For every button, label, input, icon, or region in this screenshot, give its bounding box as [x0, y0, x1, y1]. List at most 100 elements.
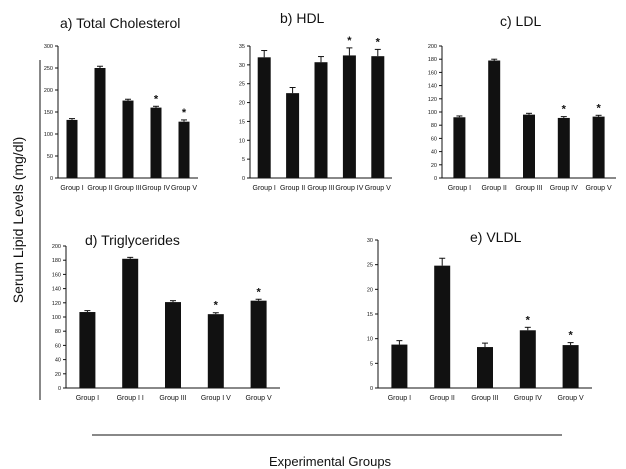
y-tick-label: 300: [44, 44, 53, 50]
chart-panel-b: 0 5 10 15 20 25 30 35 Group I Group II Group III * G…: [239, 35, 392, 192]
bar: [342, 55, 356, 178]
chart-panel-c: 0 20 40 60 80 100 120 140 160 180 200 Group I Group …: [428, 44, 616, 192]
y-tick-label: 180: [428, 57, 437, 63]
bar: [66, 119, 78, 178]
bar: [592, 116, 605, 178]
y-tick-label: 80: [55, 329, 61, 335]
significance-marker: *: [562, 104, 567, 116]
chart-panel-e: 0 5 10 15 20 25 30 Group I Group II Group III * Gro…: [367, 238, 592, 402]
y-tick-label: 60: [431, 136, 437, 142]
bar: [79, 312, 96, 388]
bar: [257, 57, 271, 178]
category-label: Group III: [114, 185, 141, 192]
chart-panel-d: 0 20 40 60 80 100 120 140 160 180 200 Group I Group …: [52, 244, 280, 402]
category-label: Group V: [246, 395, 272, 402]
significance-marker: *: [256, 286, 261, 298]
figure-xlabel: Experimental Groups: [269, 454, 392, 469]
significance-marker: *: [347, 35, 352, 47]
category-label: Group II: [430, 395, 455, 402]
bar: [122, 100, 134, 178]
category-label: Group I: [76, 395, 99, 402]
significance-marker: *: [154, 93, 159, 105]
y-tick-label: 60: [55, 343, 61, 349]
bar: [122, 258, 139, 388]
y-tick-label: 150: [44, 110, 53, 116]
y-tick-label: 5: [370, 361, 373, 367]
y-tick-label: 40: [431, 150, 437, 156]
significance-marker: *: [568, 330, 573, 342]
bar: [371, 56, 385, 178]
bar: [434, 265, 451, 388]
y-tick-label: 0: [58, 386, 61, 392]
category-label: Group IV: [142, 185, 170, 192]
category-label: Group I: [60, 185, 83, 192]
panel-title-c: c) LDL: [500, 13, 541, 29]
y-tick-label: 180: [52, 258, 61, 264]
bar: [519, 330, 536, 388]
bar: [557, 117, 570, 178]
category-label: Group V: [586, 185, 612, 192]
bar: [250, 300, 267, 388]
y-tick-label: 120: [428, 97, 437, 103]
y-tick-label: 25: [239, 82, 245, 88]
bar: [207, 314, 224, 388]
category-label: Group V: [558, 395, 584, 402]
y-tick-label: 200: [44, 88, 53, 94]
category-label: Group V: [365, 185, 391, 192]
category-label: Group V: [171, 185, 197, 192]
y-tick-label: 15: [239, 119, 245, 125]
y-tick-label: 0: [370, 386, 373, 392]
y-tick-label: 30: [239, 63, 245, 69]
panel-title-e: e) VLDL: [470, 229, 522, 245]
significance-marker: *: [214, 300, 219, 312]
category-label: Group I I: [117, 395, 144, 402]
y-tick-label: 35: [239, 44, 245, 50]
y-tick-label: 200: [428, 44, 437, 50]
category-label: Group III: [471, 395, 498, 402]
panel-title-b: b) HDL: [280, 10, 325, 26]
y-tick-label: 100: [44, 132, 53, 138]
category-label: Group III: [307, 185, 334, 192]
y-tick-label: 5: [242, 157, 245, 163]
bar: [165, 302, 181, 388]
category-label: Group II: [280, 185, 305, 192]
bar: [178, 121, 190, 178]
y-tick-label: 100: [52, 315, 61, 321]
category-label: Group I V: [201, 395, 231, 402]
bar: [488, 60, 501, 178]
category-label: Group IV: [514, 395, 542, 402]
y-tick-label: 0: [434, 176, 437, 182]
y-tick-label: 30: [367, 238, 373, 244]
panel-title-d: d) Triglycerides: [85, 232, 180, 248]
y-tick-label: 100: [428, 110, 437, 116]
panel-title-a: a) Total Cholesterol: [60, 15, 180, 31]
y-tick-label: 50: [47, 154, 53, 160]
y-tick-label: 140: [52, 287, 61, 293]
bar: [314, 62, 328, 178]
category-label: Group III: [159, 395, 186, 402]
y-tick-label: 0: [242, 176, 245, 182]
y-tick-label: 120: [52, 301, 61, 307]
bar: [150, 107, 162, 178]
category-label: Group I: [388, 395, 411, 402]
significance-marker: *: [376, 36, 381, 48]
bar: [523, 114, 535, 178]
bar: [453, 117, 466, 178]
category-label: Group IV: [335, 185, 363, 192]
significance-marker: *: [526, 314, 531, 326]
y-tick-label: 20: [431, 163, 437, 169]
y-tick-label: 25: [367, 263, 373, 269]
y-tick-label: 200: [52, 244, 61, 250]
category-label: Group I: [448, 185, 471, 192]
y-tick-label: 20: [239, 101, 245, 107]
y-tick-label: 40: [55, 358, 61, 364]
significance-marker: *: [182, 107, 187, 119]
category-label: Group IV: [550, 185, 578, 192]
y-tick-label: 20: [55, 372, 61, 378]
bar: [94, 68, 106, 178]
y-tick-label: 10: [239, 138, 245, 144]
y-tick-label: 160: [52, 272, 61, 278]
